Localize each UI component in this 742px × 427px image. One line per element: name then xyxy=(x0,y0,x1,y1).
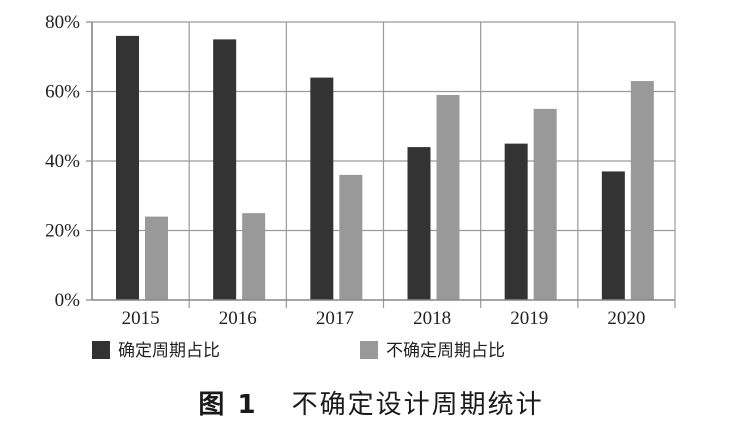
bar-certain-2020 xyxy=(601,171,625,300)
axes xyxy=(86,21,675,301)
legend-swatch xyxy=(360,341,378,359)
bar-uncertain-2016 xyxy=(242,213,266,300)
legend-label: 不确定周期占比 xyxy=(386,341,505,361)
bars xyxy=(116,35,654,301)
y-tick-label: 60% xyxy=(45,82,80,103)
tick-labels: 0% 20% 40% 60% 80% 2015 2016 2017 2018 2019 2020 xyxy=(45,12,645,329)
y-tick-label: 40% xyxy=(45,151,80,172)
x-tick-label: 2018 xyxy=(413,308,451,329)
legend: 确定周期占比 不确定周期占比 xyxy=(92,341,505,361)
bar-uncertain-2019 xyxy=(533,108,557,300)
legend-swatch xyxy=(92,341,110,359)
bar-chart: 0% 20% 40% 60% 80% 2015 2016 2017 2018 2019 2020 确… xyxy=(45,12,676,361)
x-tick-label: 2020 xyxy=(607,308,645,329)
x-tick-label: 2019 xyxy=(510,308,548,329)
bar-uncertain-2015 xyxy=(145,216,168,300)
y-tick-label: 0% xyxy=(55,290,81,311)
x-tick-label: 2015 xyxy=(122,308,160,329)
y-tick-label: 20% xyxy=(45,221,80,242)
x-tick-label: 2016 xyxy=(219,308,257,329)
bar-certain-2018 xyxy=(407,147,431,300)
grid-lines xyxy=(91,21,676,308)
y-tick-label: 80% xyxy=(45,12,80,33)
bar-certain-2019 xyxy=(504,143,528,300)
x-tick-label: 2017 xyxy=(316,308,354,329)
figure-title: 不确定设计周期统计 xyxy=(291,390,544,420)
bar-uncertain-2017 xyxy=(339,174,363,300)
figure-number: 图 1 xyxy=(198,390,258,420)
bar-uncertain-2020 xyxy=(630,81,654,300)
bar-certain-2017 xyxy=(310,77,334,300)
bar-certain-2016 xyxy=(213,39,237,300)
bar-uncertain-2018 xyxy=(436,94,460,300)
legend-label: 确定周期占比 xyxy=(118,341,220,361)
figure-caption: 图 1 不确定设计周期统计 xyxy=(0,384,742,421)
bar-certain-2015 xyxy=(116,35,139,301)
